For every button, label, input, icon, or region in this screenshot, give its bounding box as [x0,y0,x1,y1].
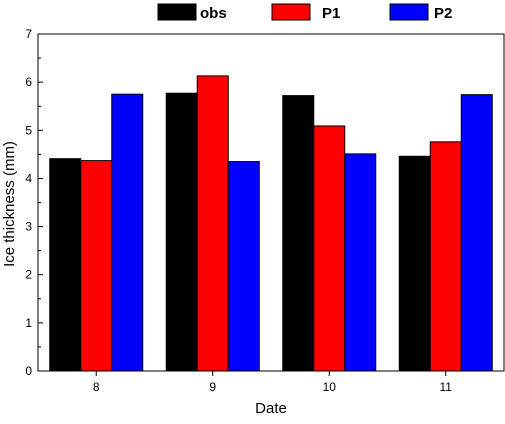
legend-swatch-obs [157,3,197,21]
bar-obs-10 [282,95,315,372]
bar-obs-8 [49,158,82,372]
x-tick-label: 9 [209,380,216,394]
y-tick-label: 6 [25,75,32,89]
bar-p2-11 [460,94,493,372]
legend-swatch-p2 [389,3,429,21]
x-tick-label: 10 [323,380,337,394]
x-axis-title: Date [255,400,287,417]
legend-swatch-p1 [271,3,311,21]
y-tick-label: 5 [25,123,32,137]
bar-obs-11 [398,155,431,372]
legend: obs P1 P2 [157,3,452,22]
bar-obs-9 [165,92,198,372]
bar-p1-8 [80,160,113,372]
y-tick-label: 3 [25,220,32,234]
bar-p2-10 [344,153,377,372]
bar-p1-10 [313,125,346,372]
x-tick-label: 11 [440,380,453,394]
bar-p1-11 [429,141,462,372]
legend-label-obs: obs [200,5,227,22]
bar-p2-9 [227,161,260,372]
y-tick-label: 1 [25,316,32,330]
y-axis-title: Ice thickness (mm) [1,141,18,267]
y-tick-label: 2 [25,268,32,282]
x-tick-label: 8 [93,380,100,394]
legend-label-p1: P1 [322,5,340,22]
axes-layer: 8 9 10 11 0 1 2 3 4 5 6 7 [25,27,505,394]
y-tick-label: 4 [25,171,32,185]
bar-p2-8 [111,93,144,372]
bar-p1-9 [196,75,229,372]
legend-label-p2: P2 [434,5,452,22]
bars-layer [49,75,493,372]
y-tick-label: 0 [25,364,32,378]
y-tick-label: 7 [25,27,32,41]
